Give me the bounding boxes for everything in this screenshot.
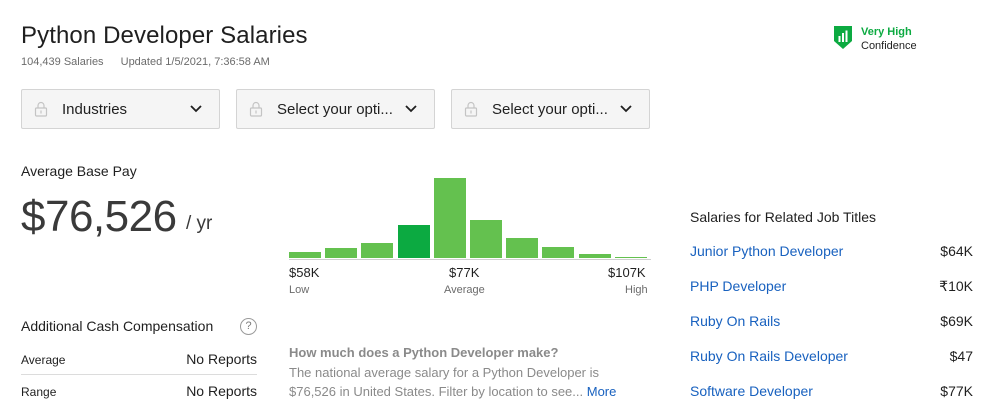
related-job-link[interactable]: Ruby On Rails	[690, 313, 781, 329]
cash-row-value: No Reports	[186, 383, 257, 399]
filter-select-3[interactable]: Select your opti...	[451, 89, 650, 129]
related-job-link[interactable]: PHP Developer	[690, 278, 787, 294]
related-item: Junior Python Developer $64K	[690, 243, 973, 259]
industries-select-label: Industries	[62, 100, 128, 118]
histogram-bar	[470, 220, 502, 258]
related-item: Ruby On Rails Developer $47	[690, 348, 973, 364]
average-base-pay-amount: $76,526	[21, 192, 177, 241]
related-job-link[interactable]: Ruby On Rails Developer	[690, 348, 848, 364]
cash-row-label: Range	[21, 385, 57, 399]
related-job-link[interactable]: Junior Python Developer	[690, 243, 844, 259]
tick-low-value: $58K	[289, 265, 320, 280]
confidence-badge: Very High Confidence	[833, 25, 917, 53]
related-item: PHP Developer ₹10K	[690, 278, 973, 295]
histogram-bar	[578, 254, 611, 258]
additional-cash-title: Additional Cash Compensation	[21, 318, 214, 334]
tick-average-label: Average	[444, 284, 485, 296]
updated-timestamp: Updated 1/5/2021, 7:36:58 AM	[120, 56, 270, 68]
histogram-bar	[433, 178, 466, 258]
divider	[21, 374, 257, 375]
tick-low-label: Low	[289, 284, 310, 296]
tick-average-value: $77K	[449, 265, 480, 280]
cash-row-label: Average	[21, 353, 66, 367]
histogram-bar	[289, 252, 321, 258]
chevron-down-icon	[620, 105, 632, 113]
tick-high-label: High	[625, 284, 648, 296]
related-job-pay: ₹10K	[939, 278, 973, 294]
chevron-down-icon	[190, 105, 202, 113]
faq-answer-text: The national average salary for a Python…	[289, 365, 600, 399]
confidence-level: Very High	[861, 26, 912, 38]
faq-question: How much does a Python Developer make?	[289, 345, 559, 360]
histogram-bar	[506, 238, 539, 258]
question-icon[interactable]: ?	[240, 318, 257, 335]
lock-icon	[34, 101, 48, 117]
industries-select[interactable]: Industries	[21, 89, 220, 129]
filter-select-2-label: Select your opti...	[277, 100, 393, 118]
average-base-pay-label: Average Base Pay	[21, 163, 137, 179]
histogram-bar	[614, 257, 647, 258]
cash-row-value: No Reports	[186, 351, 257, 367]
histogram-baseline	[289, 259, 651, 260]
histogram-bar	[325, 248, 358, 258]
filter-select-3-label: Select your opti...	[492, 100, 608, 118]
related-job-pay: $69K	[940, 313, 973, 329]
filter-select-2[interactable]: Select your opti...	[236, 89, 435, 129]
related-job-pay: $64K	[940, 243, 973, 259]
histogram-bar	[397, 225, 430, 258]
lock-icon	[249, 101, 263, 117]
related-item: Software Developer $77K	[690, 383, 973, 399]
more-link[interactable]: More	[586, 384, 617, 399]
tick-high-value: $107K	[608, 265, 646, 280]
page-title: Python Developer Salaries	[21, 22, 308, 49]
average-base-pay-unit: / yr	[186, 213, 213, 234]
salaries-count: 104,439 Salaries	[21, 56, 104, 68]
bar-chart-shield-icon	[834, 26, 852, 49]
chevron-down-icon	[405, 105, 417, 113]
confidence-label: Confidence	[861, 40, 917, 52]
faq-answer: The national average salary for a Python…	[289, 363, 649, 401]
pay-distribution-histogram	[289, 160, 651, 260]
cash-row-range: Range No Reports	[21, 383, 257, 399]
related-job-pay: $77K	[940, 383, 973, 399]
histogram-bar	[542, 247, 575, 258]
lock-icon	[464, 101, 478, 117]
related-titles-heading: Salaries for Related Job Titles	[690, 209, 876, 225]
related-job-link[interactable]: Software Developer	[690, 383, 813, 399]
related-job-pay: $47	[949, 348, 973, 364]
histogram-bar	[361, 243, 394, 258]
cash-row-average: Average No Reports	[21, 351, 257, 367]
page-meta: 104,439 Salaries Updated 1/5/2021, 7:36:…	[21, 56, 270, 68]
related-item: Ruby On Rails $69K	[690, 313, 973, 329]
